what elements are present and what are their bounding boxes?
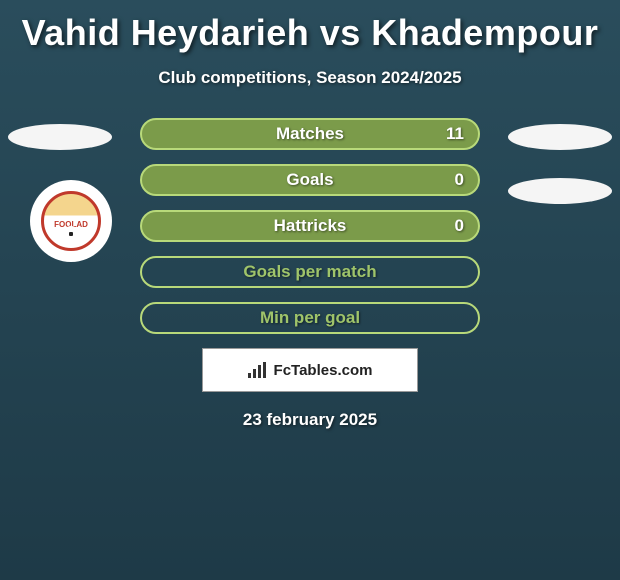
site-logo: FcTables.com <box>202 348 418 392</box>
stat-label: Goals per match <box>243 262 376 282</box>
page-title: Vahid Heydarieh vs Khadempour <box>0 0 620 54</box>
stat-row: Goals per match <box>140 256 480 288</box>
stat-value: 11 <box>446 124 464 144</box>
placeholder-ellipse-left <box>8 124 112 150</box>
stat-row: Matches 11 <box>140 118 480 150</box>
stat-row: Min per goal <box>140 302 480 334</box>
stat-row: Hattricks 0 <box>140 210 480 242</box>
stat-label: Matches <box>276 124 344 144</box>
stats-table: Matches 11 Goals 0 Hattricks 0 Goals per match… <box>140 118 480 334</box>
stat-row: Goals 0 <box>140 164 480 196</box>
date-label: 23 february 2025 <box>0 410 620 430</box>
stat-label: Goals <box>286 170 333 190</box>
stat-label: Hattricks <box>274 216 347 236</box>
stat-label: Min per goal <box>260 308 360 328</box>
site-logo-text: FcTables.com <box>274 362 373 379</box>
placeholder-ellipse-right-1 <box>508 124 612 150</box>
stat-value: 0 <box>455 170 464 190</box>
soccer-ball-icon <box>63 226 79 242</box>
subtitle: Club competitions, Season 2024/2025 <box>0 68 620 88</box>
placeholder-ellipse-right-2 <box>508 178 612 204</box>
bar-chart-icon <box>248 362 268 378</box>
stat-value: 0 <box>455 216 464 236</box>
club-logo: FOOLAD <box>30 180 112 262</box>
club-logo-inner: FOOLAD <box>41 191 101 251</box>
